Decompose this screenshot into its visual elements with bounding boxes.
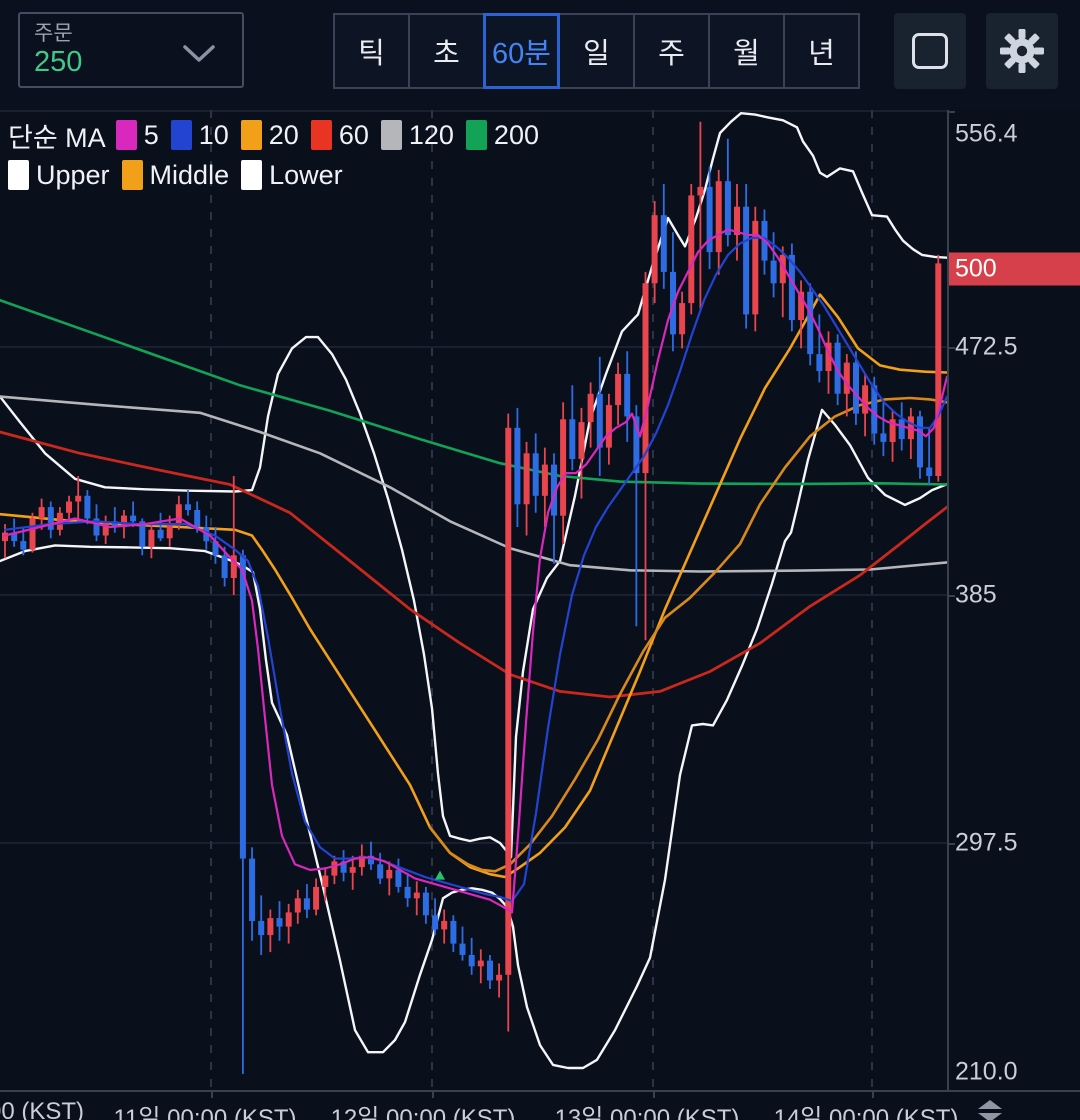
time-tick <box>653 1092 655 1098</box>
ma-legend-title: 단순 MA <box>8 122 106 153</box>
bollinger-legend-row: Upper Middle Lower <box>8 158 551 192</box>
timeframe-tab-주[interactable]: 주 <box>633 13 710 89</box>
ma-120-legend-swatch <box>380 120 402 150</box>
ma200-line <box>0 298 947 486</box>
ma-5-legend-swatch <box>115 120 137 150</box>
gear-icon <box>1000 29 1044 73</box>
timeframe-tab-초[interactable]: 초 <box>408 13 485 89</box>
time-axis: 00 (KST) 11일 00:00 (KST) 12일 00:00 (KST) 13… <box>0 1092 960 1120</box>
ma-10-legend-swatch <box>170 120 192 150</box>
chart-style-button[interactable] <box>894 13 966 89</box>
chevron-down-icon <box>183 45 215 62</box>
time-tick <box>872 1092 874 1098</box>
ma-200-legend: 200 <box>465 119 539 151</box>
timeframe-tab-60분[interactable]: 60분 <box>483 13 560 89</box>
price-label-385: 385 <box>955 580 997 609</box>
candles <box>2 121 942 1074</box>
middle-band-legend-swatch <box>121 160 143 190</box>
candlestick-chart-canvas[interactable] <box>0 110 947 1090</box>
ma-10-legend: 10 <box>170 119 229 151</box>
ma-20-legend: 20 <box>240 119 299 151</box>
price-axis-line <box>947 110 949 1090</box>
ma-20-legend-label: 20 <box>268 119 299 150</box>
ma-60-legend-label: 60 <box>338 119 369 150</box>
time-label: 12일 00:00 (KST) <box>330 1105 516 1120</box>
ma5-line <box>3 228 947 914</box>
price-tick <box>947 843 955 845</box>
order-dropdown-label: 주문 <box>34 22 73 45</box>
time-label: 14일 00:00 (KST) <box>773 1105 959 1120</box>
timeframe-tabs: 틱 초 60분 일 주 월 년 <box>333 13 860 89</box>
ma20-line <box>428 396 947 873</box>
ma-legend-row: 단순 MA 5 10 20 60 120 200 <box>8 118 551 153</box>
price-tick <box>947 595 955 597</box>
toolbar: 주문 250 틱 초 60분 일 주 월 년 <box>0 0 1080 110</box>
lower-band-legend-label: Lower <box>269 159 343 190</box>
ma-60-legend-swatch <box>310 120 332 150</box>
timeframe-tab-월[interactable]: 월 <box>708 13 785 89</box>
time-label: 13일 00:00 (KST) <box>554 1105 740 1120</box>
time-tick <box>432 1092 434 1098</box>
price-tick <box>947 347 955 349</box>
ma60-line <box>0 430 947 699</box>
upper-band-legend-swatch <box>8 160 29 190</box>
price-label-210.0: 210.0 <box>955 1057 1018 1086</box>
ma10-line <box>3 236 947 903</box>
timeframe-tab-틱[interactable]: 틱 <box>333 13 410 89</box>
ma-20-legend-swatch <box>240 120 262 150</box>
ma-5-legend: 5 <box>115 119 159 151</box>
ma-5-legend-label: 5 <box>143 119 159 150</box>
timeframe-tab-년[interactable]: 년 <box>783 13 860 89</box>
bollinger-lower-line <box>0 408 947 1070</box>
chart-legend: 단순 MA 5 10 20 60 120 200 Upper Middle Lower <box>8 118 551 198</box>
bollinger-middle-line <box>0 293 947 879</box>
ma-200-legend-swatch <box>465 120 487 150</box>
ma-120-legend-label: 120 <box>408 119 454 150</box>
ma-60-legend: 60 <box>310 119 369 151</box>
time-label: 00 (KST) <box>0 1098 85 1120</box>
lower-band-legend-swatch <box>241 160 263 190</box>
upper-band-legend: Upper <box>8 160 110 191</box>
ma120-line <box>0 395 947 573</box>
upper-band-legend-label: Upper <box>36 159 110 190</box>
settings-button[interactable] <box>986 13 1058 89</box>
time-tick <box>211 1092 213 1098</box>
ma-200-legend-label: 200 <box>493 119 539 150</box>
ma-10-legend-label: 10 <box>198 119 229 150</box>
price-label-297.5: 297.5 <box>955 828 1018 857</box>
price-label-472.5: 472.5 <box>955 332 1018 361</box>
middle-band-legend-label: Middle <box>149 159 230 190</box>
time-label: 11일 00:00 (KST) <box>113 1105 297 1120</box>
chart-area[interactable]: 단순 MA 5 10 20 60 120 200 Upper Middle Lower 556… <box>0 110 1080 1120</box>
order-dropdown-value: 250 <box>34 46 83 79</box>
bollinger-upper-line <box>0 112 947 859</box>
axis-scale-toggle-icon[interactable] <box>976 1100 1004 1120</box>
price-tick <box>947 111 955 113</box>
ma-120-legend: 120 <box>380 119 454 151</box>
middle-band-legend: Middle <box>121 159 230 191</box>
timeframe-tab-일[interactable]: 일 <box>558 13 635 89</box>
price-axis: 556.4 472.5 385 297.5 210.0 500 <box>947 110 1080 1092</box>
price-label-556.4: 556.4 <box>955 119 1018 148</box>
buy-marker <box>435 870 445 880</box>
time-axis-line <box>0 1090 1080 1092</box>
order-dropdown[interactable]: 주문 250 <box>18 12 244 88</box>
square-icon <box>912 33 948 69</box>
lower-band-legend: Lower <box>241 160 343 191</box>
current-price-badge: 500 <box>947 252 1080 286</box>
